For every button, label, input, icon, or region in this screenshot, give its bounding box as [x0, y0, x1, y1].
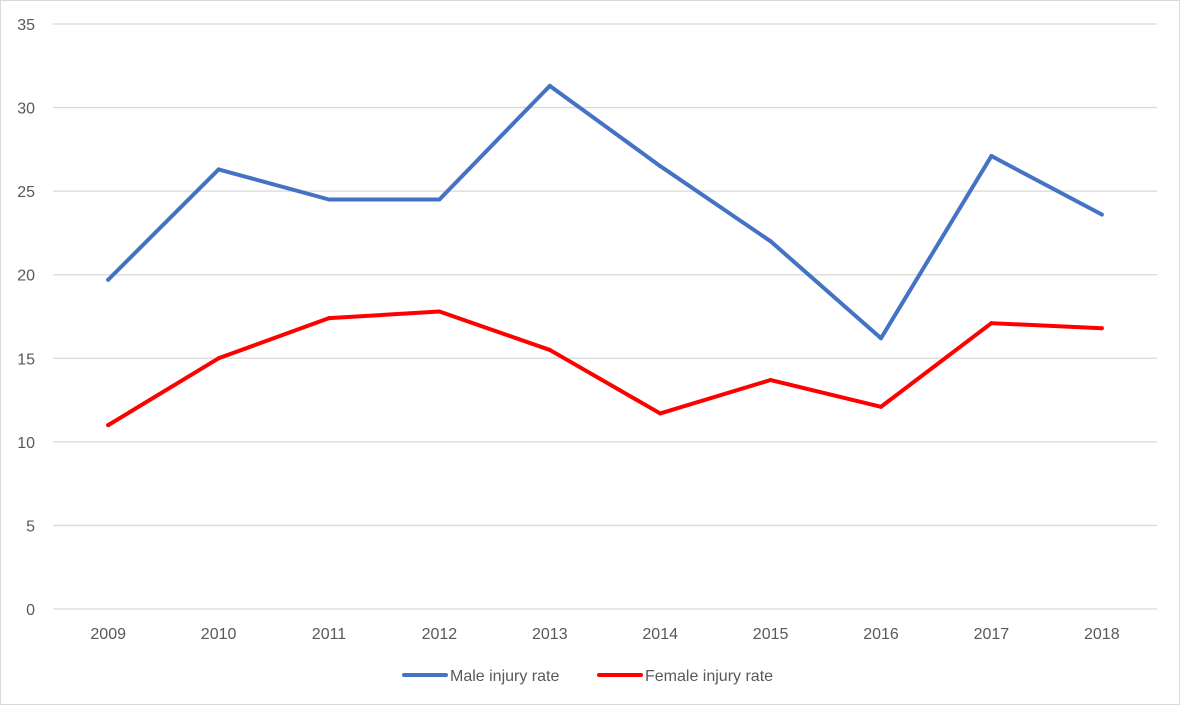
x-tick-label: 2012 [422, 626, 458, 643]
y-tick-label: 0 [26, 602, 35, 619]
legend-label: Female injury rate [645, 668, 773, 685]
legend: Male injury rate Female injury rate [402, 668, 773, 685]
data-point [106, 423, 111, 428]
x-tick-label: 2017 [974, 626, 1010, 643]
y-axis: 0 5 10 15 20 25 30 35 [17, 17, 35, 619]
data-point [437, 197, 442, 202]
y-tick-label: 30 [17, 101, 35, 118]
x-tick-label: 2016 [863, 626, 899, 643]
data-point [989, 321, 994, 326]
x-tick-label: 2011 [312, 626, 347, 643]
data-point [216, 356, 221, 361]
x-tick-label: 2015 [753, 626, 789, 643]
data-point [879, 336, 883, 341]
x-axis: 2009 2010 2011 2012 2013 2014 2015 2016 2017 2018 [90, 626, 1119, 643]
data-point [1099, 326, 1104, 331]
y-tick-label: 5 [26, 518, 35, 535]
x-tick-label: 2018 [1084, 626, 1120, 643]
data-point [768, 378, 773, 383]
data-point [879, 404, 883, 409]
data-point [768, 239, 773, 244]
data-point [106, 277, 111, 282]
legend-item: Female injury rate [597, 668, 773, 685]
series-line-0 [106, 83, 1104, 341]
legend-label: Male injury rate [450, 668, 559, 685]
y-tick-label: 20 [17, 268, 35, 285]
data-point [547, 83, 552, 88]
legend-item: Male injury rate [402, 668, 559, 685]
gridlines [53, 23, 1157, 610]
y-tick-label: 10 [17, 435, 35, 452]
data-point [216, 167, 221, 172]
data-point [989, 154, 994, 159]
data-point [658, 411, 663, 416]
data-point [437, 309, 442, 314]
x-tick-label: 2010 [201, 626, 237, 643]
x-tick-label: 2014 [642, 626, 678, 643]
data-point [1099, 212, 1104, 217]
x-tick-label: 2013 [532, 626, 568, 643]
series-line-1 [106, 309, 1104, 428]
series-lines [106, 83, 1104, 428]
data-point [327, 316, 331, 321]
x-tick-label: 2009 [90, 626, 126, 643]
data-point [327, 197, 331, 202]
data-point [547, 347, 552, 352]
y-tick-label: 15 [17, 351, 35, 368]
y-tick-label: 25 [17, 184, 35, 201]
y-tick-label: 35 [17, 17, 35, 34]
data-point [658, 164, 663, 169]
